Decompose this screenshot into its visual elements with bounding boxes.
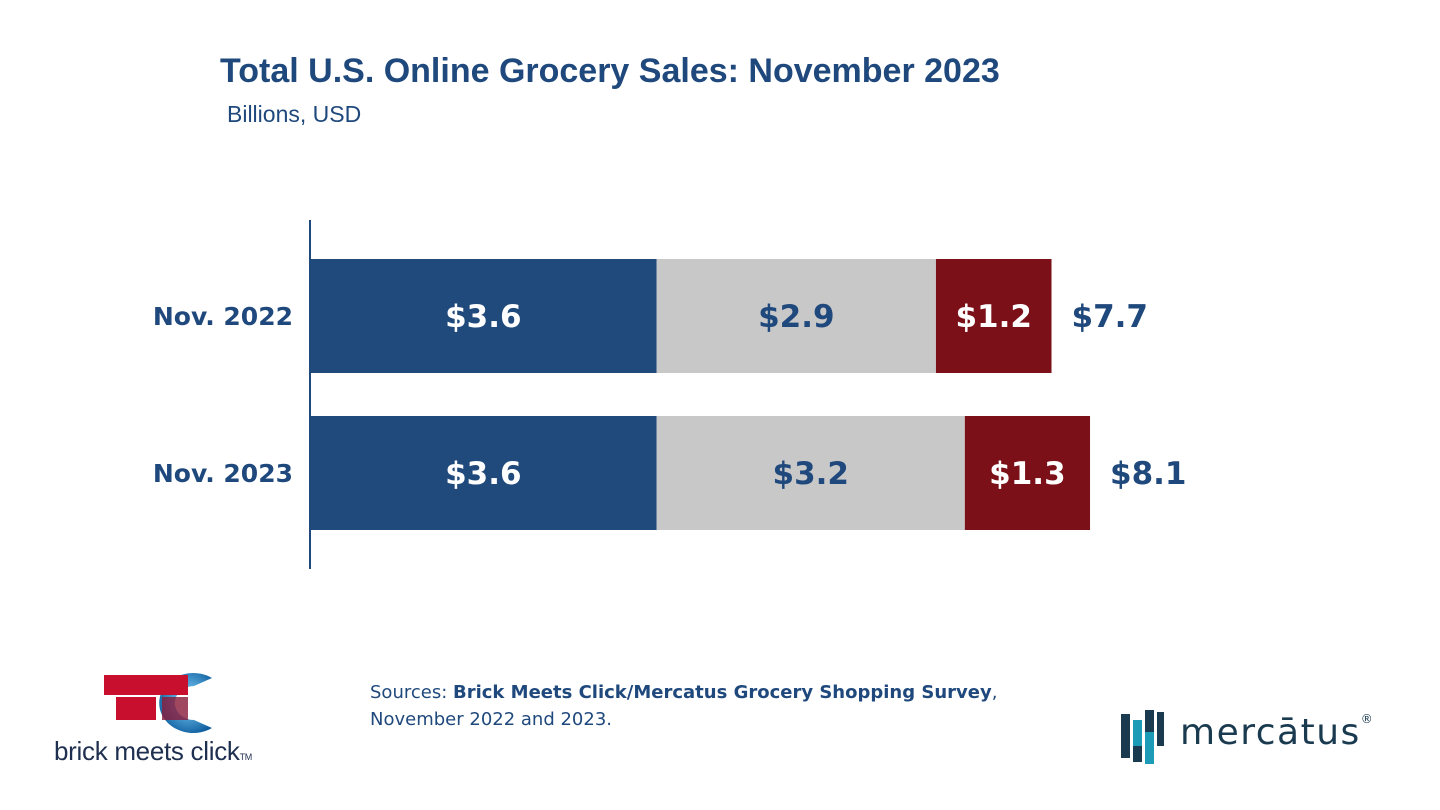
total-value-label: $7.7 xyxy=(1072,299,1149,335)
category-label: Nov. 2023 xyxy=(153,459,293,488)
sources-suffix: , xyxy=(991,682,998,703)
bar-value-label: $3.6 xyxy=(445,456,522,492)
mercatus-wordmark: mercātus® xyxy=(1180,712,1373,753)
sources-survey-name: Brick Meets Click/Mercatus Grocery Shopp… xyxy=(453,682,992,703)
chart-title: Total U.S. Online Grocery Sales: Novembe… xyxy=(220,52,1000,90)
bmc-tm: TM xyxy=(239,752,253,762)
stacked-bar-chart: Nov. 2022 $3.6 $2.9 $1.2 $7.7 Nov. 2023 $3.6 $3… xyxy=(153,220,1187,569)
bar-segment xyxy=(964,416,1091,530)
bar-segment xyxy=(656,259,936,373)
bar-value-label: $2.9 xyxy=(758,299,835,335)
bar-value-label: $3.6 xyxy=(445,299,522,335)
bmc-wordmark-text: brick meets click xyxy=(54,736,240,766)
bar-segment xyxy=(310,416,657,530)
total-value-label: $8.1 xyxy=(1110,456,1187,492)
sources-note: Sources: Brick Meets Click/Mercatus Groc… xyxy=(370,679,997,733)
bar-segment xyxy=(310,259,657,373)
category-label: Nov. 2022 xyxy=(153,302,293,331)
sources-date: November 2022 and 2023. xyxy=(370,709,613,730)
brick-meets-click-wordmark: brick meets clickTM xyxy=(54,736,252,767)
mercatus-wordmark-text: mercātus xyxy=(1180,712,1361,753)
chart-subtitle: Billions, USD xyxy=(227,101,362,127)
brick-meets-click-logo-icon xyxy=(104,673,212,733)
mercatus-reg: ® xyxy=(1360,712,1373,726)
sources-prefix: Sources: xyxy=(370,682,453,703)
bar-value-label: $3.2 xyxy=(773,456,850,492)
bar-value-label: $1.2 xyxy=(955,299,1032,335)
bar-segment xyxy=(935,259,1052,373)
bar-value-label: $1.3 xyxy=(989,456,1066,492)
mercatus-logo-icon xyxy=(1121,710,1164,764)
bar-segment xyxy=(656,416,965,530)
